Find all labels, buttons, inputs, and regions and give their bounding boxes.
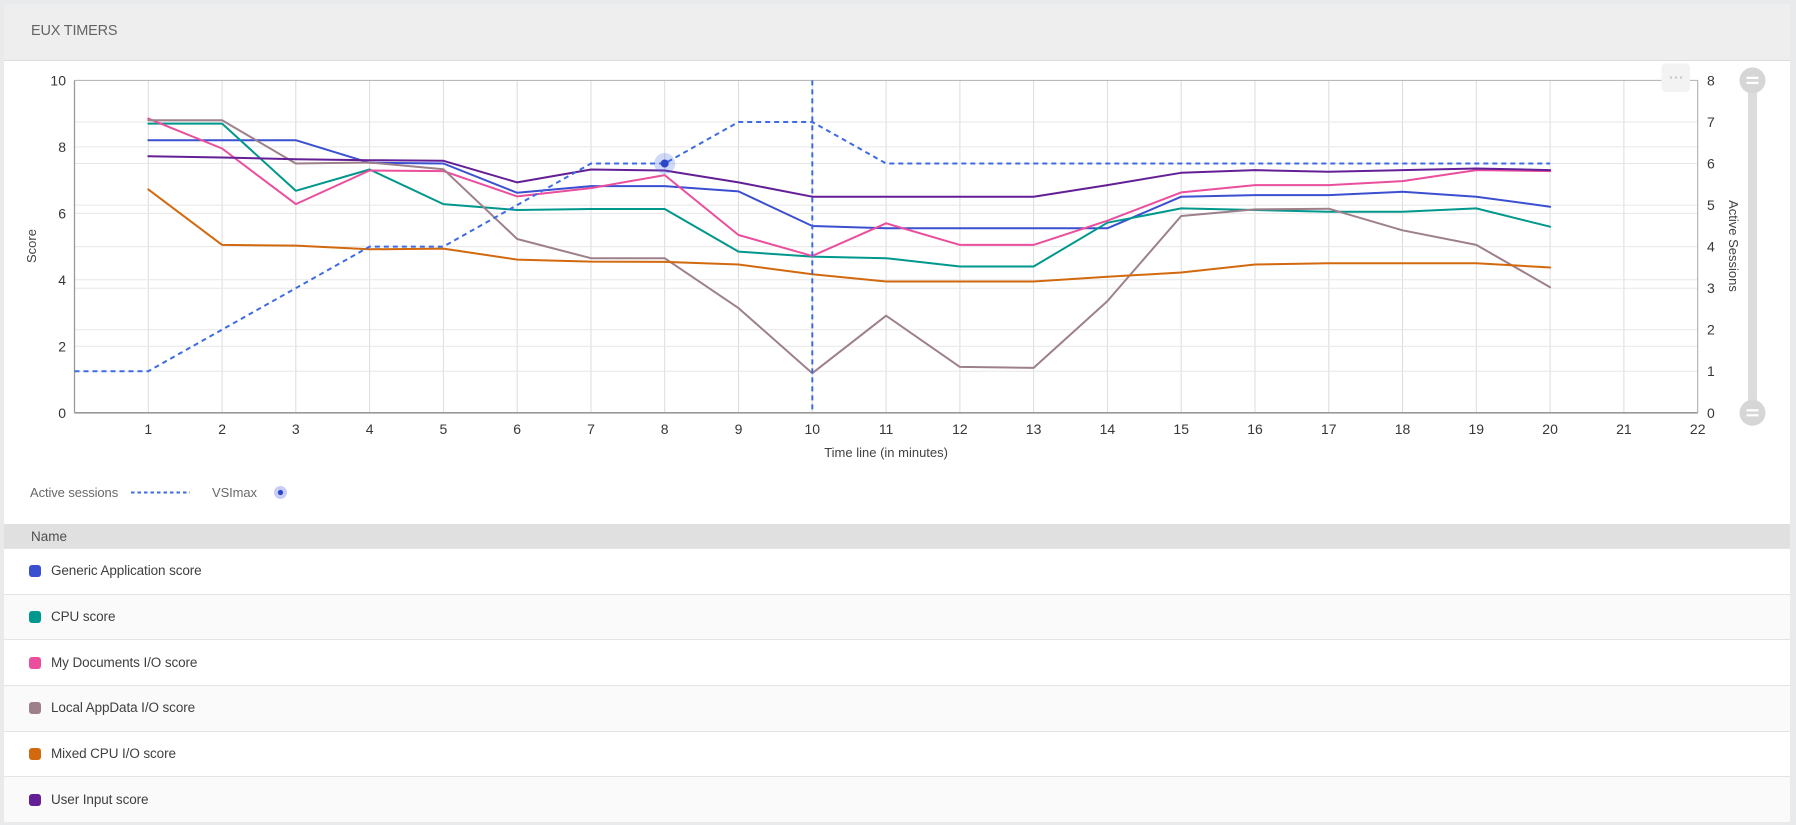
svg-text:22: 22 [1690, 421, 1706, 437]
svg-text:4: 4 [1707, 239, 1715, 255]
svg-text:7: 7 [1707, 114, 1715, 130]
svg-text:2: 2 [58, 338, 66, 354]
svg-text:Active sessions: Active sessions [30, 485, 119, 500]
svg-text:2: 2 [1707, 322, 1715, 338]
svg-text:17: 17 [1321, 421, 1337, 437]
svg-text:3: 3 [292, 421, 300, 437]
svg-text:13: 13 [1026, 421, 1042, 437]
svg-text:6: 6 [58, 205, 66, 221]
svg-text:6: 6 [513, 421, 521, 437]
svg-text:16: 16 [1247, 421, 1263, 437]
svg-text:VSImax: VSImax [212, 485, 258, 500]
svg-text:15: 15 [1173, 421, 1189, 437]
svg-text:3: 3 [1707, 280, 1715, 296]
svg-text:5: 5 [1707, 197, 1715, 213]
svg-text:4: 4 [366, 421, 374, 437]
svg-text:Score: Score [24, 229, 39, 263]
svg-text:20: 20 [1542, 421, 1558, 437]
svg-text:7: 7 [587, 421, 595, 437]
svg-text:Active Sessions: Active Sessions [1726, 200, 1741, 292]
svg-text:Time line (in minutes): Time line (in minutes) [824, 445, 948, 460]
svg-text:2: 2 [218, 421, 226, 437]
svg-text:8: 8 [661, 421, 669, 437]
svg-text:6: 6 [1707, 156, 1715, 172]
svg-text:9: 9 [735, 421, 743, 437]
svg-text:8: 8 [58, 139, 66, 155]
svg-text:18: 18 [1395, 421, 1411, 437]
svg-text:8: 8 [1707, 72, 1715, 88]
svg-text:10: 10 [805, 421, 821, 437]
svg-text:5: 5 [440, 421, 448, 437]
svg-text:14: 14 [1100, 421, 1116, 437]
svg-text:19: 19 [1469, 421, 1485, 437]
svg-text:0: 0 [1707, 405, 1715, 421]
svg-text:0: 0 [58, 405, 66, 421]
svg-text:12: 12 [952, 421, 968, 437]
svg-text:21: 21 [1616, 421, 1632, 437]
svg-text:10: 10 [50, 72, 66, 88]
svg-text:4: 4 [58, 272, 66, 288]
svg-text:1: 1 [1707, 363, 1715, 379]
svg-text:1: 1 [144, 421, 152, 437]
svg-text:11: 11 [879, 421, 894, 437]
